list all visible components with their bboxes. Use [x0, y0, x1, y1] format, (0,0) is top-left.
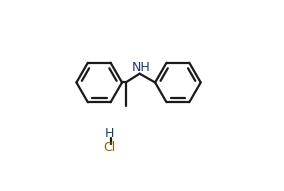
Text: NH: NH — [132, 61, 151, 74]
Text: Cl: Cl — [103, 141, 116, 154]
Text: H: H — [105, 127, 114, 140]
